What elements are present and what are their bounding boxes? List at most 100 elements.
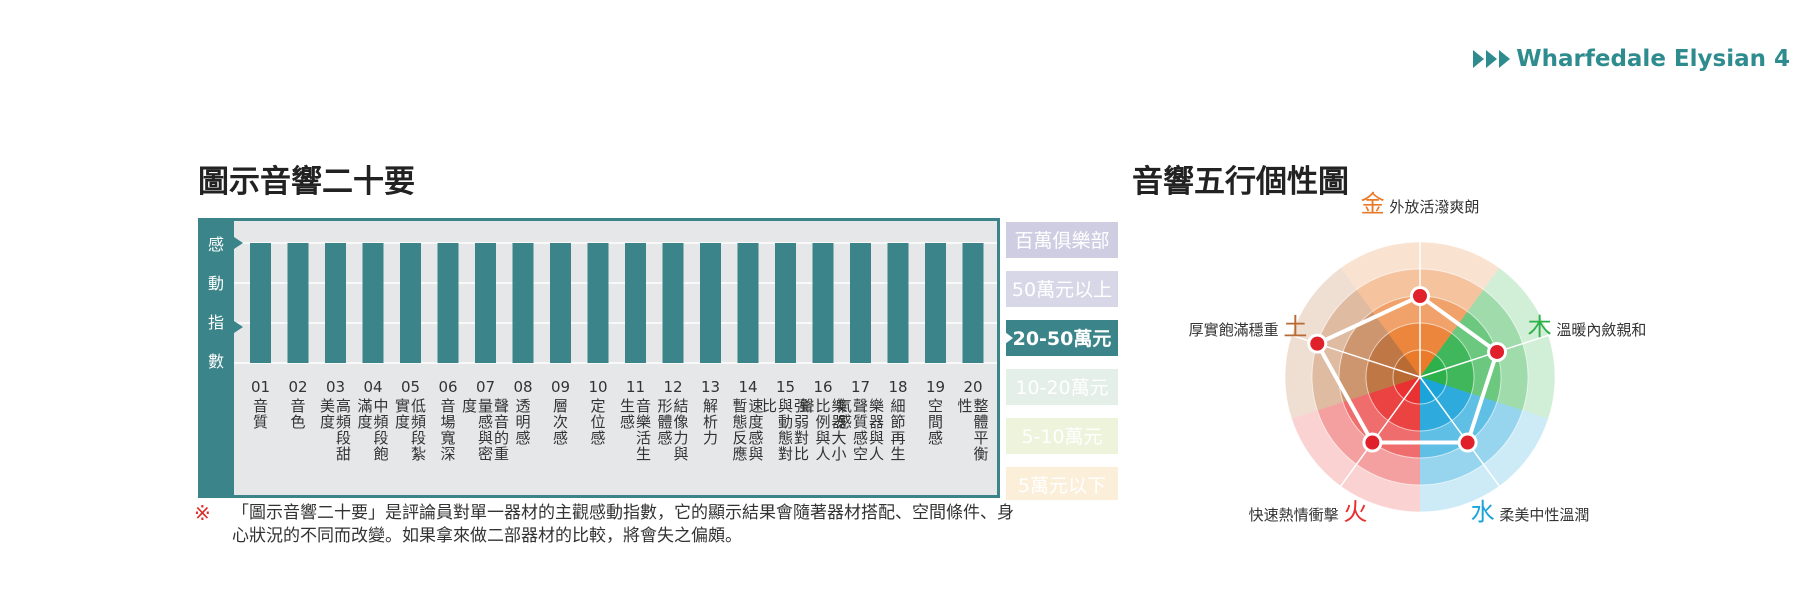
radar-sector (1393, 355, 1420, 386)
bar (737, 243, 759, 363)
price-level-selected (1006, 320, 1118, 356)
category-label: 結像力與形體感 (657, 397, 688, 463)
y-axis-label: 指 (208, 313, 224, 332)
price-level (1006, 271, 1118, 307)
y-axis-label: 數 (208, 352, 224, 371)
radar-point (1460, 435, 1475, 450)
tick-label: 18 (888, 378, 907, 396)
category-label: 層次感 (553, 397, 568, 447)
price-level-label: 5-10萬元 (1021, 426, 1102, 448)
tick-label: 20 (963, 378, 982, 396)
bar (625, 243, 646, 363)
selected-pointer (1005, 332, 1013, 344)
category-label: 聲音的重量感與密度 (462, 397, 509, 463)
axis-pointer (234, 237, 243, 249)
triple-arrow-icon (1473, 50, 1511, 68)
bar (812, 243, 834, 363)
category-label: 高頻段甜美度 (320, 397, 351, 463)
tick-label: 12 (663, 378, 682, 396)
category-label: 音場寬深 (440, 397, 455, 463)
tick-label: 14 (738, 378, 757, 396)
category-label: 中頻段飽滿度 (357, 397, 388, 463)
radar-polygon (1314, 293, 1500, 445)
y-axis-label: 動 (208, 274, 224, 293)
price-level (1006, 418, 1118, 454)
tick-label: 10 (588, 378, 607, 396)
tick-label: 05 (401, 378, 420, 396)
category-label: 音色 (290, 397, 305, 431)
category-label: 強弱對比與動態對比 (762, 397, 809, 463)
bar (362, 243, 384, 363)
category-label: 樂器與人聲質感空氣感 (837, 397, 884, 463)
category-label: 低頻段紮實度 (395, 397, 426, 463)
tick-label: 03 (326, 378, 345, 396)
note-mark: ※ (194, 501, 211, 525)
tick-label: 02 (288, 378, 307, 396)
bar-chart-title: 圖示音響二十要 (198, 164, 415, 200)
category-label: 空間感 (928, 397, 943, 447)
tick-label: 15 (776, 378, 795, 396)
bar (775, 243, 796, 363)
bar (925, 243, 946, 363)
tick-label: 11 (626, 378, 645, 396)
element-label: 木 溫暖內斂親和 (1528, 313, 1647, 341)
category-label: 細節再生 (890, 397, 905, 463)
price-level-label: 50萬元以上 (1012, 279, 1112, 301)
bar (887, 243, 909, 363)
bar (662, 243, 684, 363)
tick-label: 19 (926, 378, 945, 396)
tick-label: 16 (813, 378, 832, 396)
bar (287, 243, 309, 363)
bar (400, 243, 421, 363)
price-level (1006, 467, 1118, 500)
tick-label: 07 (476, 378, 495, 396)
y-axis-label: 感 (208, 235, 224, 254)
category-label: 音質 (253, 397, 268, 431)
note-text: 「圖示音響二十要」是評論員對單一器材的主觀感動指數，它的顯示結果會隨著器材搭配、… (232, 503, 1014, 546)
category-label: 整體平衡性 (957, 397, 988, 463)
radar-spoke (1419, 334, 1549, 378)
category-label: 樂器大小比例與人聲 (799, 397, 846, 463)
category-label: 定位感 (590, 397, 605, 447)
radar-spoke (1419, 376, 1500, 487)
radar-sector (1420, 377, 1446, 404)
tick-label: 09 (551, 378, 570, 396)
category-label: 解析力 (703, 397, 718, 447)
price-level-label: 20-50萬元 (1013, 328, 1112, 350)
bar (325, 243, 346, 363)
tick-label: 08 (513, 378, 532, 396)
tick-label: 01 (251, 378, 270, 396)
bar (475, 243, 496, 363)
element-label: 厚實飽滿穩重 土 (1189, 313, 1308, 341)
price-level-label: 百萬俱樂部 (1014, 230, 1109, 252)
bar (250, 243, 271, 363)
price-level (1006, 369, 1118, 405)
bar (512, 243, 534, 363)
tick-label: 04 (363, 378, 382, 396)
price-level (1006, 222, 1118, 258)
category-label: 透明感 (515, 397, 530, 447)
bar (437, 243, 459, 363)
radar-point (1365, 435, 1380, 450)
radar-sector (1420, 355, 1447, 386)
price-level-label: 5萬元以下 (1018, 475, 1106, 497)
bar (587, 243, 609, 363)
element-label: 快速熱情衝擊 火 (1249, 498, 1368, 526)
tick-label: 06 (438, 378, 457, 396)
tick-label: 13 (701, 378, 720, 396)
element-label: 金 外放活潑爽朗 (1361, 190, 1480, 218)
disclaimer-note: ※ 「圖示音響二十要」是評論員對單一器材的主觀感動指數，它的顯示結果會隨著器材搭… (194, 502, 1018, 548)
radar-point (1310, 336, 1325, 351)
axis-pointer (234, 321, 243, 333)
radar-spoke (1340, 376, 1421, 487)
bar (962, 243, 984, 363)
page-header: Wharfedale Elysian 4 (1473, 46, 1790, 72)
category-label: 速度感與暫態反應 (732, 397, 763, 463)
bar (850, 243, 871, 363)
radar-point (1413, 289, 1427, 303)
bar (550, 243, 571, 363)
element-label: 水 柔美中性溫潤 (1471, 498, 1590, 526)
price-level-label: 10-20萬元 (1015, 377, 1108, 399)
